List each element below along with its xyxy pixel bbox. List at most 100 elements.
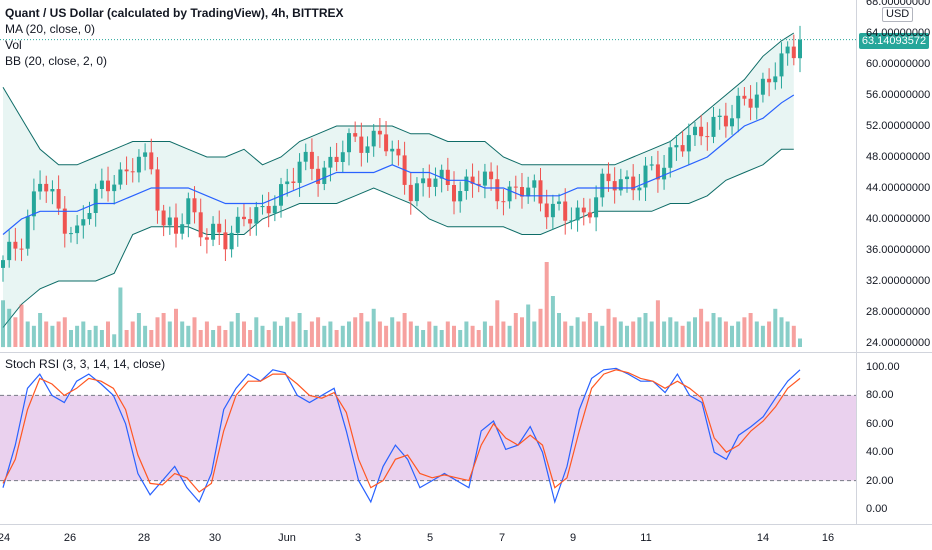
price-tick-label: 28.00000000 (866, 306, 931, 318)
candle-body (513, 186, 518, 188)
candle-body (56, 189, 61, 209)
candle-body (161, 210, 166, 226)
candle-body (730, 118, 734, 127)
candle-body (254, 207, 259, 224)
price-tick-label: 60.00000000 (866, 58, 931, 70)
candle-body (353, 133, 358, 137)
volume-bar (99, 330, 104, 347)
volume-bar (785, 321, 790, 347)
candle-body (365, 146, 370, 153)
candle-body (50, 189, 55, 192)
volume-bar (736, 321, 741, 347)
stoch-rsi (0, 367, 856, 505)
volume-bar (798, 338, 802, 347)
candle-body (143, 152, 148, 157)
candle-body (44, 183, 49, 192)
volume-bar (279, 325, 283, 348)
volume-bar (390, 317, 395, 347)
candle-body (396, 148, 401, 156)
chart-legend: Quant / US Dollar (calculated by Trading… (5, 5, 344, 69)
volume-bar (50, 325, 55, 348)
volume-bar (680, 325, 685, 348)
candle-body (501, 201, 506, 203)
volume-bar (760, 325, 765, 348)
symbol-title[interactable]: Quant / US Dollar (calculated by Trading… (5, 6, 344, 20)
volume-bar (204, 321, 209, 347)
volume-bar (544, 262, 549, 347)
candle-body (1, 260, 5, 268)
volume-bar (421, 330, 426, 347)
candle-body (229, 232, 234, 250)
candle-body (637, 187, 642, 191)
candle-body (587, 212, 592, 218)
rsi-legend[interactable]: Stoch RSI (3, 3, 14, 14, close) (5, 357, 166, 371)
volume-bar (445, 321, 450, 347)
candle-body (106, 180, 110, 192)
currency-badge[interactable]: USD (882, 7, 914, 22)
volume-bar (618, 321, 623, 347)
volume-bar (464, 321, 469, 347)
price-tick-label: 36.00000000 (866, 244, 931, 256)
price-tick-label: 32.00000000 (866, 275, 931, 287)
candle-body (674, 145, 679, 148)
volume-bar (69, 330, 73, 347)
volume-bar (513, 313, 518, 347)
candle-body (495, 179, 500, 202)
volume-bar (594, 321, 599, 347)
candle-body (618, 179, 623, 191)
time-tick-label: 24 (0, 532, 11, 544)
volume-bar (353, 317, 358, 347)
price-tick-label: 52.00000000 (866, 120, 931, 132)
volume-bar (180, 321, 185, 347)
time-tick-label: 3 (354, 532, 362, 544)
time-tick-label: 9 (569, 532, 577, 544)
price-tick-label: 64.00000000 (866, 27, 931, 39)
candle-body (600, 173, 605, 198)
volume-bar (242, 321, 246, 347)
candle-body (25, 216, 30, 249)
candle-body (538, 180, 543, 204)
volume-bar (285, 317, 290, 347)
candle-body (291, 181, 296, 183)
candle-body (767, 78, 772, 83)
volume-bar (495, 300, 500, 348)
rsi-tick-label: 0.00 (866, 503, 888, 515)
volume-bar (198, 330, 203, 347)
candle-body (19, 248, 24, 250)
candle-body (316, 168, 321, 184)
volume-bar (569, 325, 574, 348)
volume-bar (322, 325, 327, 348)
volume-bar (581, 321, 586, 347)
volume-bar (316, 317, 321, 347)
volume-bar (754, 321, 759, 347)
price-tick-label: 56.00000000 (866, 89, 931, 101)
volume-bar (476, 330, 481, 347)
volume-bar (507, 325, 512, 348)
candle-body (340, 152, 345, 162)
bb-legend[interactable]: BB (20, close, 2, 0) (5, 54, 108, 68)
axis-lines (0, 0, 932, 525)
ma-legend[interactable]: MA (20, close, 0) (5, 22, 96, 36)
rsi-band (0, 395, 856, 481)
candle-body (414, 183, 419, 202)
volume-bar (309, 321, 314, 347)
candle-body (118, 169, 123, 185)
candle-body (248, 219, 253, 224)
volume-bar (303, 330, 308, 347)
volume-bar (532, 321, 537, 347)
candle-body (377, 130, 382, 135)
volume-bar (143, 325, 148, 348)
volume-bar (118, 287, 123, 347)
vol-legend[interactable]: Vol (5, 38, 22, 52)
candle-body (93, 188, 98, 213)
candle-body (136, 156, 141, 173)
volume-bar (347, 321, 351, 347)
volume-bar (458, 330, 463, 347)
candle-body (384, 134, 389, 152)
candle-body (198, 212, 203, 238)
candle-body (309, 151, 314, 169)
volume-bar (371, 308, 376, 348)
volume-bar (223, 330, 228, 347)
stoch-k-line (2, 367, 801, 505)
